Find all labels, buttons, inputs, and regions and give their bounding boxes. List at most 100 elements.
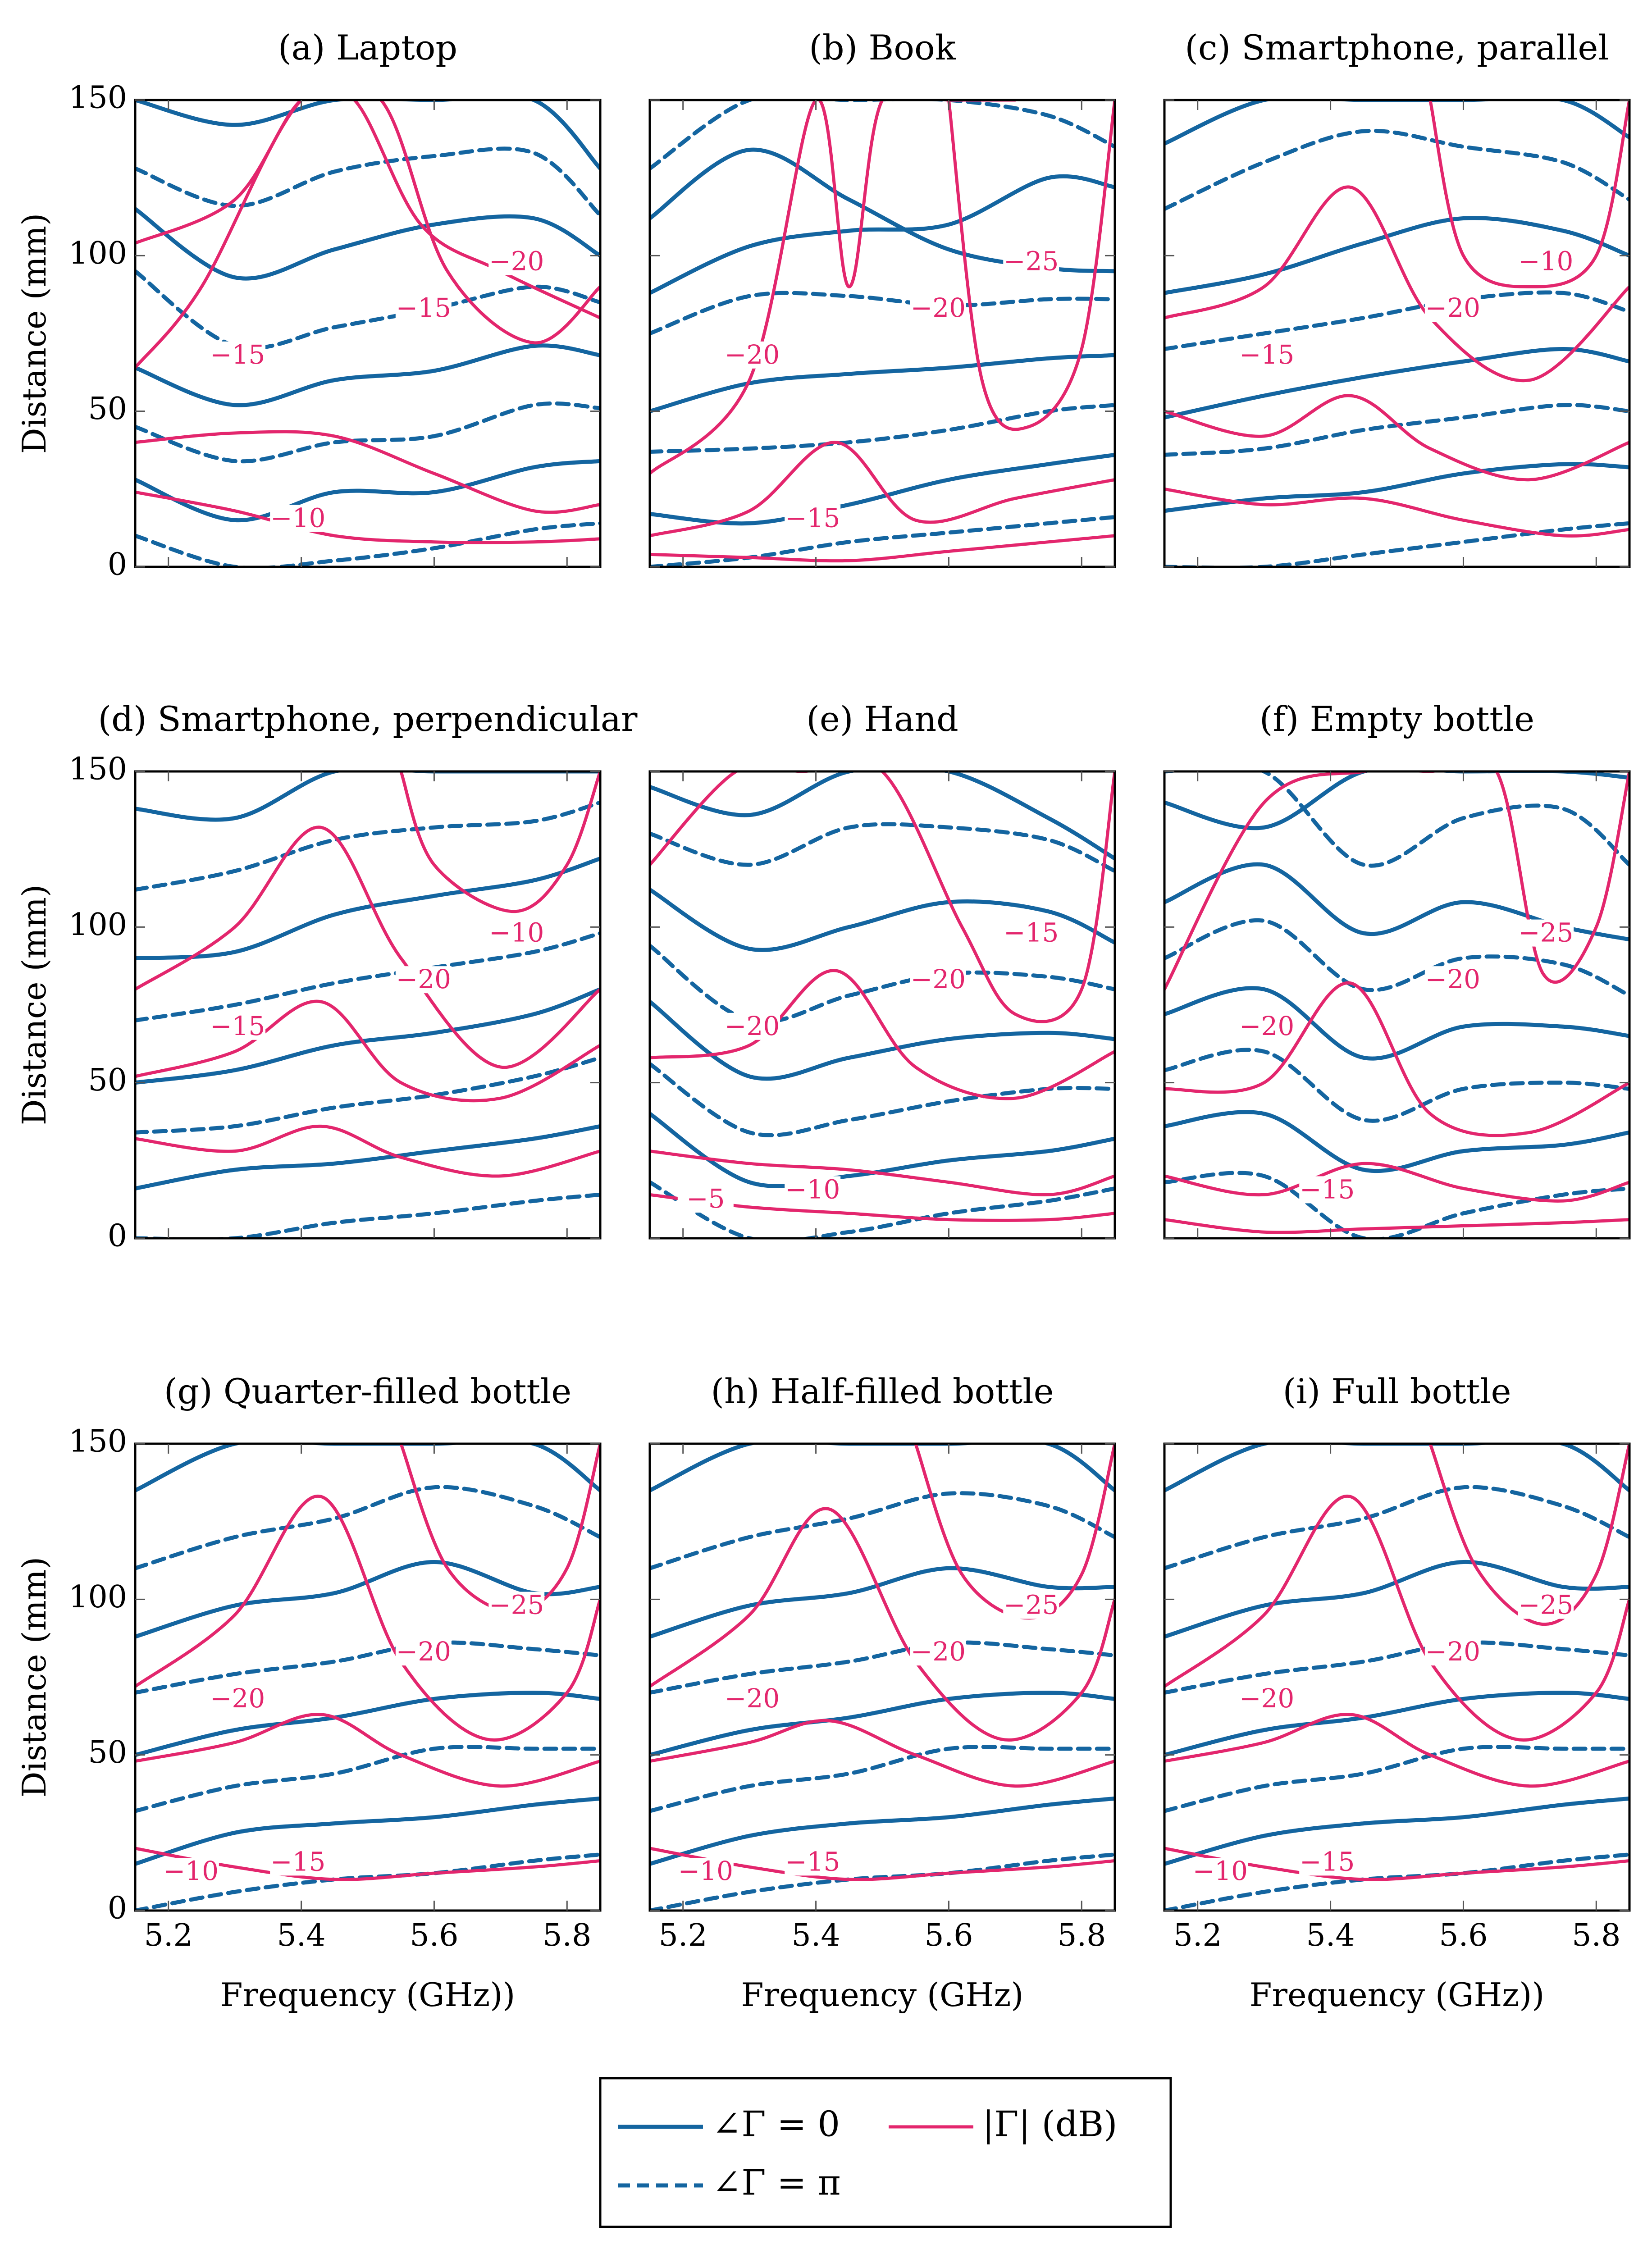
phase-zero-line — [650, 1112, 1115, 1188]
contour-label: −25 — [489, 1590, 544, 1620]
contour-label-bg — [677, 1858, 734, 1885]
y-axis-label: Distance (mm) — [15, 885, 53, 1125]
plot-frame — [134, 1442, 602, 1912]
phase-pi-line — [135, 800, 600, 892]
x-tick-label: 5.2 — [1173, 1918, 1222, 1953]
magnitude-contour — [947, 100, 1115, 431]
magnitude-contour — [1164, 981, 1629, 1137]
contour-label: −15 — [785, 502, 840, 533]
contour-label-bg — [1239, 1685, 1295, 1712]
contour-label: −15 — [1300, 1174, 1355, 1204]
phase-pi-line — [650, 291, 1115, 336]
magnitude-contour — [135, 1713, 600, 1788]
phase-pi-line — [650, 822, 1115, 873]
phase-zero-line — [135, 1690, 600, 1757]
panel-title: (i) Full bottle — [1283, 1371, 1511, 1411]
phase-pi-line — [135, 1745, 600, 1813]
x-axis-label: Frequency (GHz) — [741, 1976, 1024, 2014]
plot-frame — [1163, 99, 1631, 568]
contour-label: −20 — [396, 1636, 451, 1667]
contour-label-bg — [724, 341, 780, 369]
phase-zero-line — [135, 100, 600, 171]
contour-label-bg — [210, 1013, 266, 1040]
x-tick-label: 5.2 — [659, 1918, 707, 1953]
x-tick-label: 5.4 — [1306, 1918, 1355, 1953]
series-group — [1164, 1444, 1629, 1911]
contour-label-bg — [395, 966, 452, 994]
x-tick-label: 5.8 — [1572, 1918, 1620, 1953]
contour-label-bg — [785, 1848, 841, 1876]
panel-8: (h) Half-filled bottle −20 −20 −25 −15 −10 5.2… — [648, 1371, 1116, 2014]
phase-zero-line — [1164, 771, 1629, 830]
phase-pi-line — [1164, 918, 1629, 998]
phase-pi-line — [650, 1745, 1115, 1813]
y-tick-label: 100 — [68, 907, 127, 943]
magnitude-contour — [135, 100, 600, 369]
magnitude-contour — [135, 430, 600, 514]
contour-label-bg — [488, 248, 545, 275]
magnitude-contour — [650, 1149, 1115, 1196]
y-tick-label: 150 — [68, 80, 127, 116]
phase-pi-line — [650, 515, 1115, 567]
contour-label-bg — [785, 505, 841, 532]
plot-frame — [1163, 1442, 1631, 1912]
y-tick-label: 100 — [68, 236, 127, 271]
phase-pi-line — [135, 1485, 600, 1570]
contour-label: −15 — [1300, 1846, 1355, 1877]
contour-label: −20 — [210, 1683, 265, 1714]
magnitude-contour — [1164, 771, 1629, 991]
x-tick-label: 5.2 — [144, 1918, 193, 1953]
x-tick-label: 5.4 — [791, 1918, 840, 1953]
contour-label-bg — [270, 505, 326, 532]
contour-label: −20 — [489, 246, 544, 277]
contour-label: −20 — [911, 292, 966, 323]
series-group — [650, 1444, 1115, 1911]
magnitude-contour — [135, 490, 600, 544]
contour-label: −20 — [1425, 292, 1480, 323]
phase-pi-line — [135, 521, 600, 567]
phase-pi-line — [135, 401, 600, 464]
panel-4: (d) Smartphone, perpendicular −15 −20 −10 0 5… — [15, 699, 638, 1254]
contour-label: −25 — [1004, 1590, 1059, 1620]
contour-label: −20 — [725, 1011, 780, 1041]
contour-label: −15 — [270, 1846, 325, 1877]
phase-pi-line — [650, 1180, 1115, 1238]
contour-label-bg — [270, 1848, 326, 1876]
contour-label: −20 — [1425, 964, 1480, 994]
panel-title: (a) Laptop — [278, 27, 457, 68]
contour-label-bg — [1424, 295, 1481, 322]
x-tick-label: 5.8 — [543, 1918, 591, 1953]
y-tick-label: 50 — [88, 1063, 127, 1098]
contour-label-bg — [910, 966, 966, 994]
panel-title: (f) Empty bottle — [1260, 699, 1534, 739]
contour-label: −25 — [1518, 917, 1573, 948]
contour-label-bg — [1518, 1592, 1574, 1619]
contour-label: −15 — [1004, 917, 1059, 948]
phase-pi-line — [1164, 128, 1629, 211]
magnitude-contour — [650, 1193, 1115, 1222]
x-tick-label: 5.6 — [924, 1918, 973, 1953]
contour-label-bg — [488, 919, 545, 947]
y-tick-label: 150 — [68, 752, 127, 787]
contour-label: −20 — [1425, 1636, 1480, 1667]
contour-label: −20 — [1239, 1683, 1294, 1714]
contour-label-bg — [1192, 1858, 1248, 1885]
contour-label: −10 — [270, 502, 325, 533]
contour-label: −20 — [725, 1683, 780, 1714]
contour-label: −15 — [210, 1011, 265, 1041]
magnitude-contour — [135, 826, 600, 1069]
contour-label-bg — [1003, 919, 1059, 947]
phase-pi-line — [1164, 1745, 1629, 1813]
contour-label: −10 — [164, 1856, 219, 1886]
contour-label-bg — [1239, 1013, 1295, 1040]
x-tick-label: 5.6 — [410, 1918, 458, 1953]
series-group — [135, 100, 600, 567]
contour-label-bg — [677, 1186, 734, 1213]
magnitude-contour — [1164, 487, 1629, 538]
magnitude-contour — [1164, 185, 1629, 383]
magnitude-contour — [650, 1719, 1115, 1788]
legend-box — [599, 2077, 1172, 2228]
contour-label: −20 — [396, 964, 451, 994]
plot-frame — [134, 99, 602, 568]
